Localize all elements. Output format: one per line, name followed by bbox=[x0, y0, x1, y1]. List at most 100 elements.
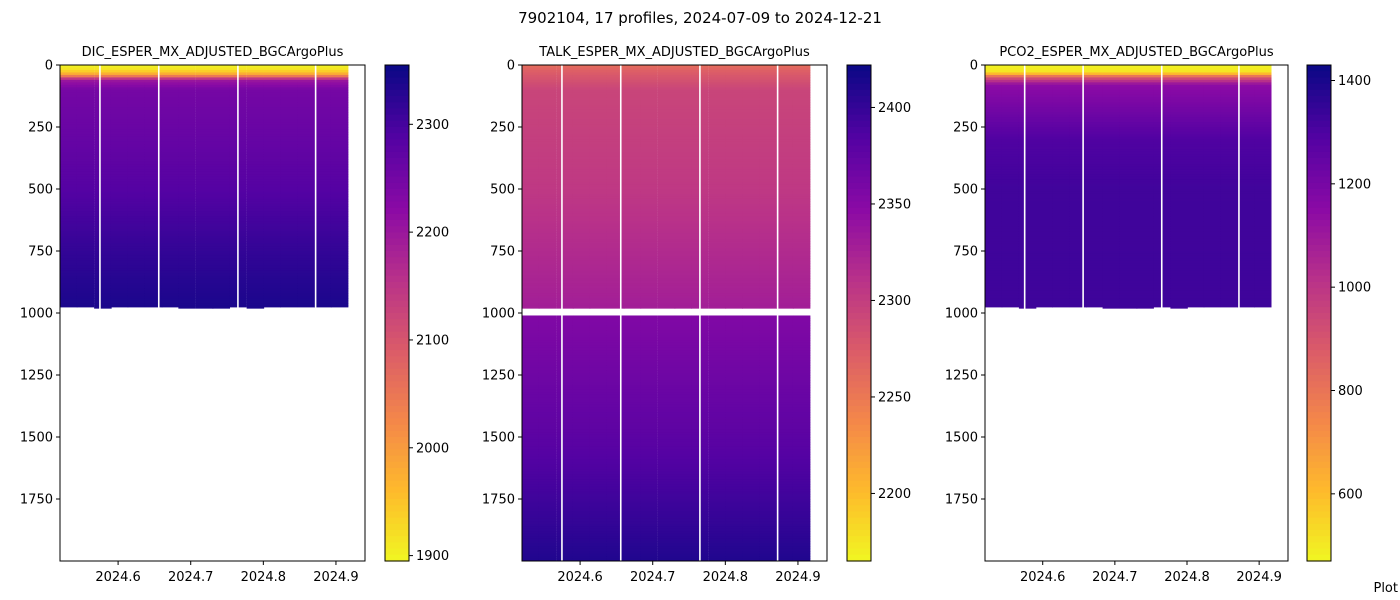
heatmap-cell bbox=[708, 124, 727, 128]
heatmap-cell bbox=[127, 263, 146, 267]
heatmap-cell bbox=[280, 166, 298, 170]
heatmap-cell bbox=[556, 171, 574, 175]
colorbar-segment bbox=[385, 83, 409, 91]
heatmap-cell bbox=[589, 231, 608, 235]
heatmap-cell bbox=[759, 355, 777, 359]
heatmap-cell bbox=[556, 164, 574, 168]
heatmap-cell bbox=[776, 536, 794, 540]
heatmap-cell bbox=[606, 422, 625, 426]
heatmap-cell bbox=[674, 362, 693, 366]
heatmap-cell bbox=[657, 332, 676, 336]
heatmap-cell bbox=[742, 208, 760, 212]
heatmap-cell bbox=[674, 114, 693, 118]
heatmap-cell bbox=[556, 97, 574, 101]
heatmap-cell bbox=[178, 288, 196, 292]
heatmap-cell bbox=[759, 464, 777, 468]
heatmap-cell bbox=[589, 179, 608, 183]
heatmap-cell bbox=[640, 295, 658, 299]
heatmap-cell bbox=[556, 526, 574, 530]
heatmap-cell bbox=[640, 352, 658, 356]
heatmap-cell bbox=[725, 337, 743, 341]
heatmap-cell bbox=[759, 322, 777, 326]
heatmap-cell bbox=[522, 503, 540, 508]
heatmap-cell bbox=[314, 263, 332, 267]
heatmap-cell bbox=[657, 347, 676, 351]
heatmap-cell bbox=[759, 553, 777, 557]
heatmap-cell bbox=[589, 541, 608, 545]
heatmap-cell bbox=[110, 184, 129, 188]
heatmap-cell bbox=[110, 303, 129, 307]
heatmap-cell bbox=[246, 112, 265, 116]
heatmap-cell bbox=[212, 193, 231, 198]
heatmap-cell bbox=[572, 293, 591, 297]
heatmap-cell bbox=[144, 253, 163, 257]
heatmap-cell bbox=[742, 236, 760, 240]
heatmap-cell bbox=[623, 397, 642, 401]
heatmap-cell bbox=[776, 548, 794, 552]
heatmap-cell bbox=[178, 104, 196, 108]
heatmap-cell bbox=[60, 288, 78, 292]
heatmap-cell bbox=[725, 280, 743, 284]
heatmap-cell bbox=[589, 258, 608, 262]
heatmap-cell bbox=[725, 265, 743, 269]
heatmap-cell bbox=[522, 74, 540, 78]
heatmap-cell bbox=[330, 149, 349, 153]
heatmap-cell bbox=[94, 213, 112, 217]
heatmap-cell bbox=[742, 92, 760, 96]
heatmap-cell bbox=[657, 454, 676, 458]
heatmap-cell bbox=[725, 481, 743, 485]
heatmap-cell bbox=[606, 434, 625, 438]
heatmap-cell bbox=[572, 141, 591, 145]
heatmap-cell bbox=[725, 181, 743, 185]
heatmap-cell bbox=[161, 283, 180, 287]
heatmap-cell bbox=[556, 117, 574, 121]
heatmap-cell bbox=[195, 196, 214, 200]
heatmap-cell bbox=[522, 129, 540, 133]
heatmap-cell bbox=[538, 325, 557, 329]
heatmap-cell bbox=[776, 136, 794, 140]
heatmap-cell bbox=[606, 518, 625, 522]
heatmap-cell bbox=[725, 404, 743, 408]
heatmap-cell bbox=[606, 258, 625, 262]
heatmap-cell bbox=[725, 320, 743, 324]
heatmap-cell bbox=[708, 533, 727, 537]
heatmap-cell bbox=[725, 496, 743, 500]
heatmap-cell bbox=[640, 355, 658, 359]
heatmap-cell bbox=[759, 255, 777, 260]
heatmap-cell bbox=[110, 189, 129, 193]
heatmap-cell bbox=[556, 342, 574, 346]
heatmap-cell bbox=[674, 394, 693, 398]
heatmap-cell bbox=[759, 94, 777, 98]
heatmap-cell bbox=[589, 216, 608, 220]
heatmap-cell bbox=[742, 285, 760, 289]
heatmap-cell bbox=[538, 134, 557, 138]
heatmap-cell bbox=[742, 347, 760, 351]
heatmap-cell bbox=[330, 305, 349, 308]
heatmap-cell bbox=[725, 189, 743, 193]
heatmap-cell bbox=[572, 317, 591, 322]
colorbar-segment bbox=[385, 244, 409, 252]
heatmap-cell bbox=[522, 303, 540, 307]
heatmap-cell bbox=[263, 94, 281, 98]
heatmap-cell bbox=[674, 176, 693, 180]
heatmap-cell bbox=[708, 258, 727, 262]
heatmap-cell bbox=[725, 134, 743, 138]
heatmap-cell bbox=[589, 238, 608, 242]
heatmap-cell bbox=[759, 97, 777, 101]
heatmap-cell bbox=[725, 422, 743, 426]
heatmap-cell bbox=[556, 347, 574, 351]
heatmap-cell bbox=[708, 322, 727, 326]
heatmap-cell bbox=[589, 127, 608, 131]
heatmap-cell bbox=[742, 141, 760, 145]
heatmap-cell bbox=[263, 154, 281, 158]
heatmap-cell bbox=[725, 402, 743, 406]
heatmap-cell bbox=[708, 536, 727, 540]
heatmap-cell bbox=[606, 161, 625, 165]
heatmap-cell bbox=[708, 275, 727, 279]
heatmap-cell bbox=[759, 315, 777, 319]
heatmap-cell bbox=[94, 251, 112, 255]
heatmap-cell bbox=[538, 243, 557, 247]
heatmap-cell bbox=[263, 270, 281, 274]
heatmap-cell bbox=[522, 112, 540, 116]
heatmap-cell bbox=[725, 154, 743, 158]
